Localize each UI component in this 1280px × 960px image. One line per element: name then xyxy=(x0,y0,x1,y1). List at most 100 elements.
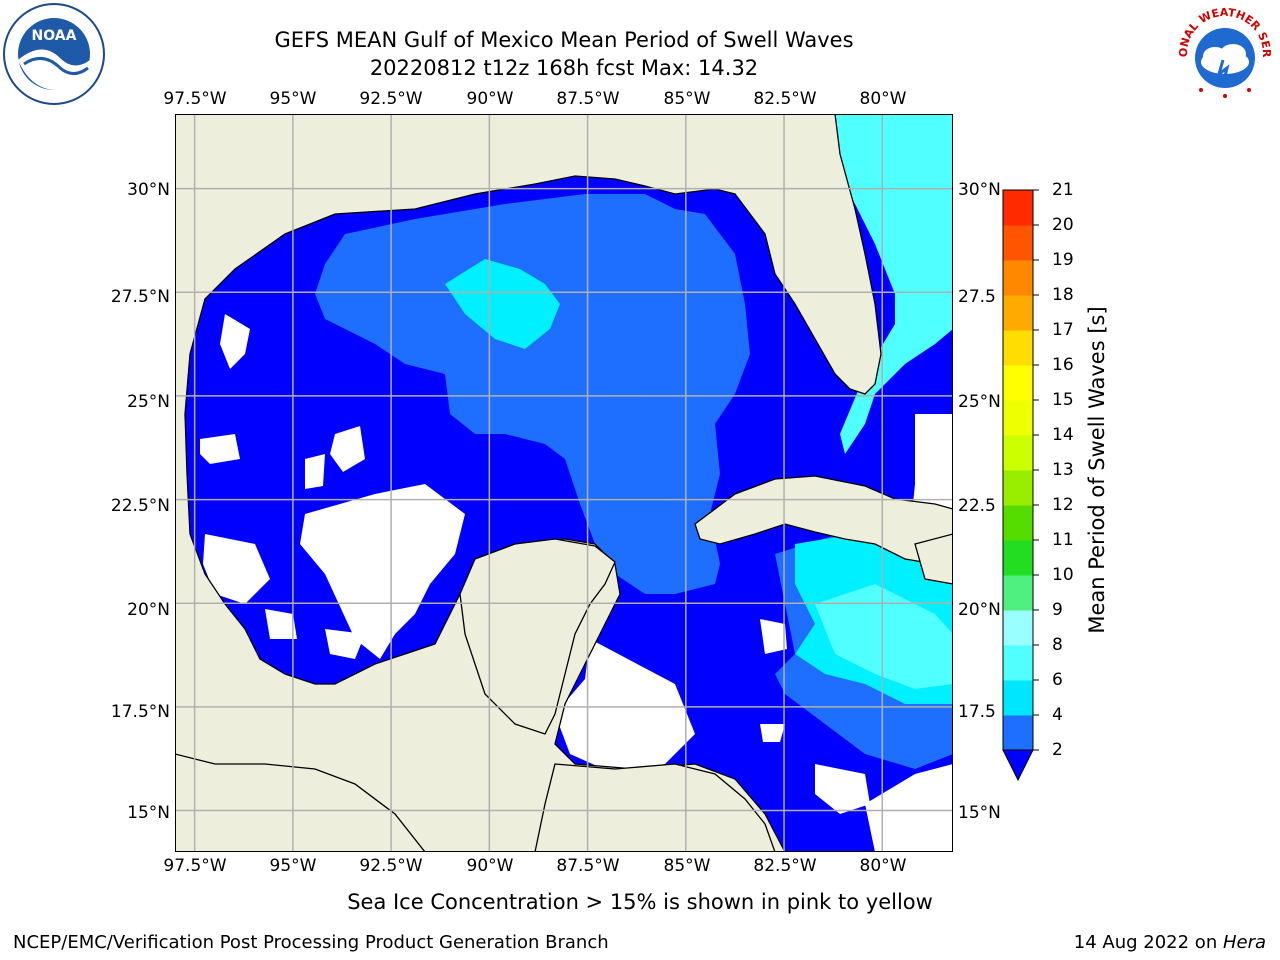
contour-4-6s xyxy=(445,259,560,349)
colorbar-label: Mean Period of Swell Waves [s] xyxy=(1085,306,1109,634)
lon-label-top: 95°W xyxy=(269,89,317,109)
sea-ice-note-row: Sea Ice Concentration > 15% is shown in … xyxy=(0,890,1280,914)
lon-label-bottom: 82.5°W xyxy=(753,856,817,876)
machine-name: Hera xyxy=(1222,932,1266,953)
colorbar-segment xyxy=(1003,715,1033,751)
lon-label-top: 90°W xyxy=(466,89,514,109)
colorbar-tick: 9 xyxy=(1052,600,1063,620)
colorbar-tick: 4 xyxy=(1052,705,1063,725)
lat-label-left: 27.5°N xyxy=(110,287,170,307)
lon-label-bottom: 97.5°W xyxy=(163,856,227,876)
chart-subtitle: 20220812 t12z 168h fcst Max: 14.32 xyxy=(369,56,759,80)
colorbar-tick: 12 xyxy=(1052,495,1074,515)
contour-2-4s xyxy=(315,194,750,594)
lon-label-top: 82.5°W xyxy=(753,89,817,109)
colorbar-tick: 2 xyxy=(1052,740,1063,760)
nodata-patch xyxy=(200,434,240,464)
colorbar-tick: 15 xyxy=(1052,390,1074,410)
colorbar-segment xyxy=(1003,295,1033,331)
map-panel xyxy=(174,113,954,853)
lon-label-top: 92.5°W xyxy=(359,89,423,109)
lon-label-bottom: 92.5°W xyxy=(359,856,423,876)
credit-text: NCEP/EMC/Verification Post Processing Pr… xyxy=(13,932,609,953)
nodata-patch xyxy=(305,454,325,489)
map-border xyxy=(175,114,953,852)
colorbar-segment xyxy=(1003,435,1033,471)
colorbar-tick: 18 xyxy=(1052,285,1074,305)
date-text: 14 Aug 2022 on Hera xyxy=(1074,932,1266,953)
lon-label-top: 80°W xyxy=(859,89,907,109)
nodata-patch xyxy=(220,314,250,369)
colorbar-tick: 10 xyxy=(1052,565,1074,585)
colorbar-tick: 11 xyxy=(1052,530,1074,550)
colorbar xyxy=(995,180,1045,790)
colorbar-tick: 13 xyxy=(1052,460,1074,480)
colorbar-segment xyxy=(1003,505,1033,541)
lat-label-right: 15°N xyxy=(958,803,1001,823)
nodata-patch xyxy=(265,609,297,639)
colorbar-tick: 20 xyxy=(1052,215,1074,235)
lat-label-left: 30°N xyxy=(127,180,170,200)
noaa-logo-text: NOAA xyxy=(32,28,77,44)
swell-period-map xyxy=(174,113,954,853)
lat-label-right: 27.5 xyxy=(958,287,996,307)
lat-label-right: 22.5 xyxy=(958,496,996,516)
gridlines xyxy=(175,114,953,852)
nodata-patch xyxy=(330,426,365,472)
lat-label-left: 15°N xyxy=(127,803,170,823)
nodata-patch xyxy=(325,629,365,659)
colorbar-svg xyxy=(1002,189,1039,782)
colorbar-segment xyxy=(1003,190,1033,226)
nodata-patch xyxy=(760,619,787,654)
colorbar-segment xyxy=(1003,680,1033,716)
lat-label-left: 22.5°N xyxy=(110,496,170,516)
colorbar-segment xyxy=(1003,540,1033,576)
lon-label-top: 87.5°W xyxy=(556,89,620,109)
nodata-patch xyxy=(300,484,465,659)
colorbar-tick: 6 xyxy=(1052,670,1063,690)
land-yucatan xyxy=(459,538,616,735)
colorbar-segment xyxy=(1003,400,1033,436)
lon-label-bottom: 85°W xyxy=(663,856,711,876)
lon-label-top: 97.5°W xyxy=(163,89,227,109)
colorbar-segment xyxy=(1003,365,1033,401)
nws-logo-icon: NATIONAL WEATHER SERVICE xyxy=(1168,0,1278,107)
chart-title: GEFS MEAN Gulf of Mexico Mean Period of … xyxy=(274,28,854,52)
date-value: 14 Aug 2022 on xyxy=(1073,932,1223,953)
lat-label-right: 20°N xyxy=(958,600,1001,620)
nodata-patch xyxy=(815,764,870,814)
contour-4-6s-atlantic xyxy=(835,114,953,454)
colorbar-segment xyxy=(1003,225,1033,261)
lon-label-bottom: 90°W xyxy=(466,856,514,876)
colorbar-extend-arrow xyxy=(1002,749,1034,782)
lon-label-bottom: 87.5°W xyxy=(556,856,620,876)
lat-label-right: 30°N xyxy=(958,180,1001,200)
lat-label-left: 17.5°N xyxy=(110,702,170,722)
noaa-logo-icon: NOAA xyxy=(2,2,107,107)
colorbar-segment xyxy=(1003,610,1033,646)
lat-label-left: 25°N xyxy=(127,392,170,412)
sea-ice-note: Sea Ice Concentration > 15% is shown in … xyxy=(347,890,933,914)
contour-6-8s-caribbean xyxy=(815,584,953,689)
colorbar-tick: 21 xyxy=(1052,180,1074,200)
colorbar-tick: 14 xyxy=(1052,425,1074,445)
colorbar-segment xyxy=(1003,645,1033,681)
lon-label-top: 85°W xyxy=(663,89,711,109)
colorbar-tick: 16 xyxy=(1052,355,1074,375)
nodata-patch xyxy=(865,764,953,852)
lat-label-left: 20°N xyxy=(127,600,170,620)
land-north-america xyxy=(174,113,953,853)
nodata-patch xyxy=(203,534,270,604)
land-central-america xyxy=(534,763,776,853)
lat-label-right: 17.5 xyxy=(958,702,996,722)
colorbar-segment xyxy=(1003,260,1033,296)
colorbar-segment xyxy=(1003,470,1033,506)
lat-label-right: 25°N xyxy=(958,392,1001,412)
lon-label-bottom: 80°W xyxy=(859,856,907,876)
lon-label-bottom: 95°W xyxy=(269,856,317,876)
colorbar-tick: 19 xyxy=(1052,250,1074,270)
colorbar-segment xyxy=(1003,330,1033,366)
colorbar-segment xyxy=(1003,575,1033,611)
colorbar-tick: 17 xyxy=(1052,320,1074,340)
colorbar-tick: 8 xyxy=(1052,635,1063,655)
